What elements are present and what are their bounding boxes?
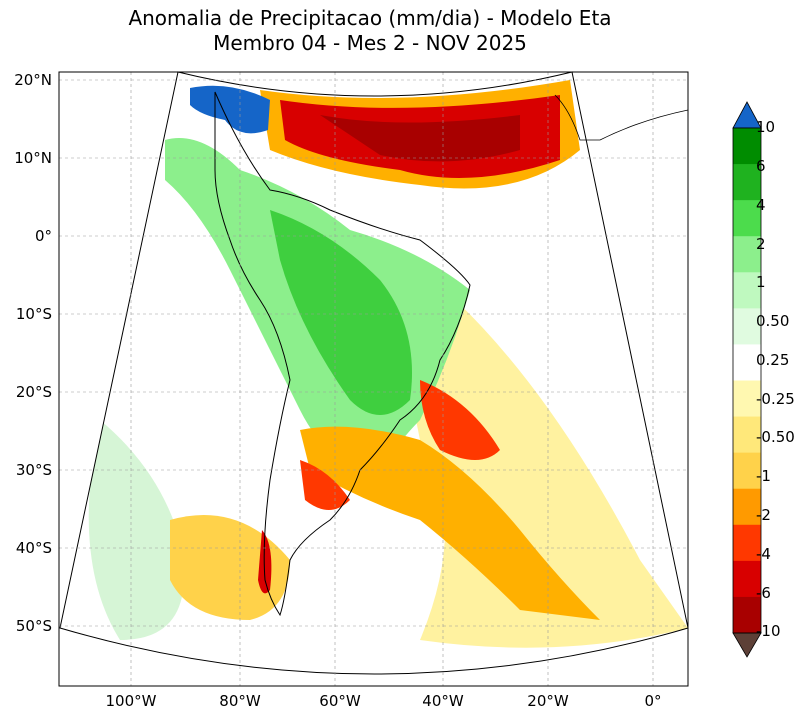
colorbar-segment [733, 236, 761, 273]
colorbar-label: 10 [756, 118, 776, 136]
colorbar-label: 2 [756, 235, 766, 253]
lat-label: 0° [34, 227, 52, 245]
colorbar-segment [733, 344, 761, 381]
colorbar-segment [733, 488, 761, 526]
map-title-line2: Membro 04 - Mes 2 - NOV 2025 [213, 31, 527, 55]
strong-dry-argentina [300, 460, 350, 510]
lon-label: 80°W [219, 692, 261, 710]
strong-dry-southeast-coast [420, 380, 500, 460]
colorbar-label: -0.25 [756, 390, 795, 408]
colorbar-label: -2 [756, 506, 771, 524]
colorbar-label: -4 [756, 545, 771, 563]
lat-label: 20°N [14, 71, 52, 89]
colorbar-segments [733, 128, 761, 634]
lat-label: 30°S [15, 461, 52, 479]
colorbar-segment [733, 416, 761, 454]
colorbar-segment [733, 524, 761, 562]
lat-label: 40°S [15, 539, 52, 557]
lat-label: 10°S [15, 305, 52, 323]
lat-label: 20°S [15, 383, 52, 401]
colorbar-segment [733, 596, 761, 634]
colorbar-label: -0.50 [756, 428, 795, 446]
colorbar-segment [733, 380, 761, 418]
lon-label: 0° [644, 692, 662, 710]
colorbar-label: 0.50 [756, 312, 790, 330]
wet-blue-central-america [190, 85, 270, 134]
axes-frame [58, 71, 689, 687]
coastline-africa [554, 94, 689, 141]
lon-label: 20°W [527, 692, 569, 710]
colorbar-label: 1 [756, 273, 766, 291]
colorbar-segment [733, 164, 761, 201]
coastline [214, 91, 471, 617]
colorbar-segment [733, 128, 761, 165]
colorbar-label: -1 [756, 467, 771, 485]
anomaly-field [60, 72, 688, 674]
lat-label: 50°S [15, 617, 52, 635]
colorbar-segment [733, 560, 761, 598]
colorbar-segment [733, 308, 761, 345]
colorbar-label: -10 [756, 622, 781, 640]
lon-label: 100°W [105, 692, 157, 710]
wet-band-pacific [88, 420, 184, 640]
colorbar [732, 101, 762, 658]
colorbar-label: 4 [756, 196, 766, 214]
lon-label: 60°W [319, 692, 361, 710]
dry-south-brazil [300, 426, 600, 620]
lat-label: 10°N [14, 149, 52, 167]
projection-boundary [59, 71, 689, 675]
colorbar-label: 6 [756, 157, 766, 175]
wet-core-amazon [270, 210, 412, 415]
colorbar-segment [733, 452, 761, 490]
colorbar-segment [733, 200, 761, 237]
colorbar-label: -6 [756, 584, 771, 602]
colorbar-frame [732, 127, 762, 634]
dry-patagonia [170, 515, 290, 620]
colorbar-label: 0.25 [756, 351, 790, 369]
gridlines [59, 72, 688, 686]
colorbar-segment [733, 272, 761, 309]
very-dry-caribbean [320, 115, 520, 162]
lon-label: 40°W [422, 692, 464, 710]
map-title-line1: Anomalia de Precipitacao (mm/dia) - Mode… [128, 6, 612, 30]
